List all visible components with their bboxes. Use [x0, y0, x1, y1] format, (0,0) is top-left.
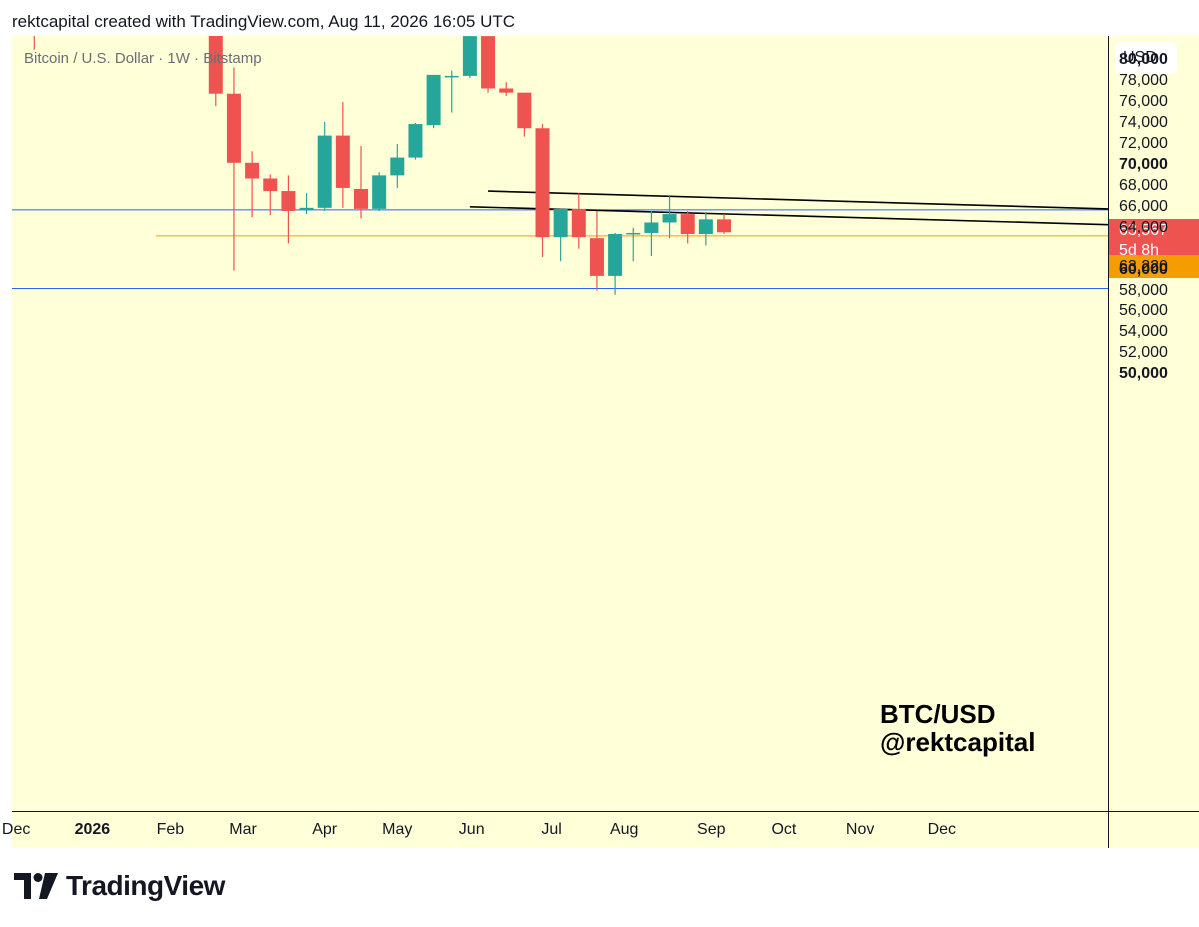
- time-tick-6: Jun: [458, 821, 485, 838]
- candle-body-13: [426, 74, 441, 126]
- candle-body-7: [317, 135, 332, 208]
- candle-body-5: [281, 191, 296, 211]
- price-tick-7: 66,000: [1119, 197, 1168, 215]
- candle-body-19: [535, 128, 550, 238]
- candle-body-17: [499, 88, 514, 93]
- candle-body-11: [390, 157, 405, 176]
- price-tick-5: 70,000: [1119, 155, 1168, 173]
- level-price-badge: 63,220: [1109, 254, 1199, 278]
- candle-body-27: [680, 214, 695, 235]
- candle-body-16: [481, 36, 496, 89]
- price-tick-1: 78,000: [1119, 72, 1168, 90]
- time-tick-11: Nov: [845, 821, 875, 838]
- candle-body-14: [444, 75, 459, 78]
- price-tick-13: 52,000: [1119, 344, 1168, 362]
- price-tick-0: 80,000: [1119, 51, 1168, 69]
- time-tick-12: Dec: [927, 821, 957, 838]
- price-tick-8: 64,000: [1119, 218, 1168, 236]
- candle-body-24: [626, 232, 641, 235]
- symbol-title: Bitcoin / U.S. Dollar · 1W · Bitstamp: [24, 50, 262, 67]
- time-tick-3: Mar: [229, 821, 257, 838]
- price-tick-6: 68,000: [1119, 176, 1168, 194]
- candle-body-10: [372, 175, 387, 209]
- candle-body-21: [571, 208, 586, 238]
- candle-body-26: [662, 214, 677, 223]
- candle-body-1: [208, 36, 223, 94]
- trend-line-0: [488, 190, 1108, 210]
- time-tick-0: Dec: [1, 821, 31, 838]
- candle-body-22: [589, 238, 604, 276]
- candlestick-plot: [12, 36, 1108, 295]
- axis-corner: [1108, 811, 1199, 848]
- chart-header: rektcapital created with TradingView.com…: [12, 12, 516, 31]
- time-tick-4: Apr: [312, 821, 338, 838]
- time-tick-8: Aug: [609, 821, 639, 838]
- candle-body-3: [245, 162, 260, 179]
- price-tick-9: 60,000: [1119, 260, 1168, 278]
- price-tick-2: 76,000: [1119, 93, 1168, 111]
- tradingview-logo: TradingView: [14, 870, 225, 902]
- time-tick-9: Sep: [697, 821, 726, 838]
- candle-body-29: [717, 219, 731, 233]
- price-axis[interactable]: USD 63,567 5d 8h 63,220 80,000 78,000 76,0…: [1108, 36, 1199, 811]
- candle-body-28: [698, 219, 713, 235]
- time-tick-10: Oct: [771, 821, 797, 838]
- candle-body-9: [354, 188, 368, 209]
- price-tick-10: 58,000: [1119, 281, 1168, 299]
- candle-body-2: [226, 93, 241, 163]
- candle-body-25: [644, 222, 659, 233]
- time-tick-5: May: [382, 821, 413, 838]
- currency-button[interactable]: USD: [1115, 42, 1177, 74]
- price-tick-11: 56,000: [1119, 302, 1168, 320]
- price-tick-3: 74,000: [1119, 114, 1168, 132]
- chart-watermark: BTC/USD @rektcapital: [880, 700, 1035, 756]
- candle-body-20: [553, 208, 568, 238]
- watermark-pair: BTC/USD: [880, 699, 996, 729]
- current-price-value: 63,567: [1119, 222, 1168, 240]
- tradingview-logo-icon: [14, 873, 58, 899]
- chart-plot-area[interactable]: Bitcoin / U.S. Dollar · 1W · Bitstamp BT…: [12, 36, 1108, 811]
- time-tick-1: 2026: [74, 821, 111, 838]
- price-tick-4: 72,000: [1119, 134, 1168, 152]
- candle-body-18: [517, 92, 532, 129]
- candle-body-12: [408, 124, 423, 158]
- watermark-author: @rektcapital: [880, 727, 1036, 757]
- tradingview-logo-text: TradingView: [66, 870, 225, 901]
- time-tick-7: Jul: [541, 821, 562, 838]
- time-tick-2: Feb: [156, 821, 185, 838]
- candle-body-6: [299, 207, 314, 210]
- candle-body-15: [462, 36, 477, 76]
- candle-body-23: [608, 234, 623, 276]
- price-tick-12: 54,000: [1119, 323, 1168, 341]
- candle-body-4: [263, 178, 278, 192]
- price-tick-14: 50,000: [1119, 365, 1168, 383]
- candle-body-8: [335, 135, 350, 188]
- time-axis[interactable]: Dec 2026 Feb Mar Apr May Jun Jul Aug Sep Oct Nov Dec: [2, 811, 1108, 848]
